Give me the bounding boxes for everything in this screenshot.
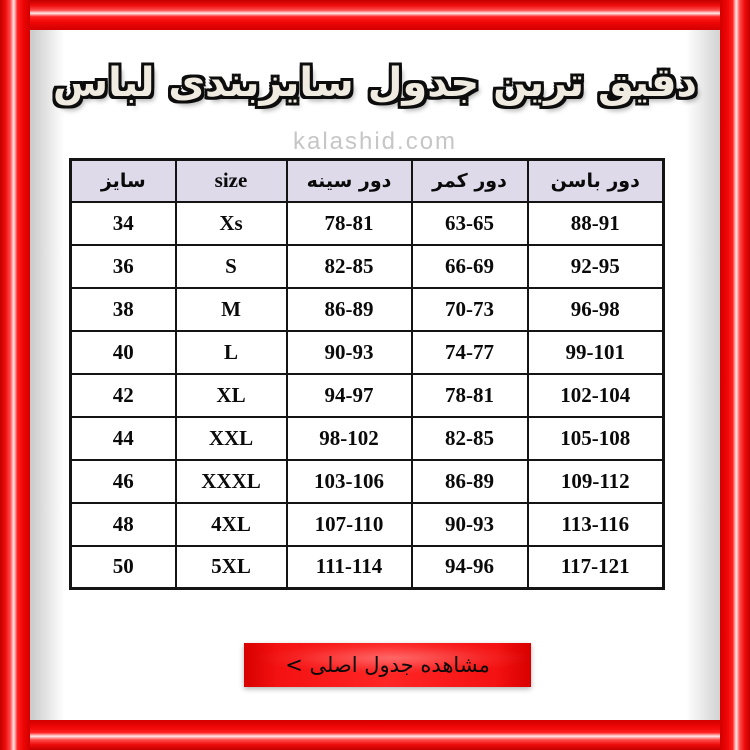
frame-border-left [0, 0, 30, 750]
cell-hip: 88-91 [526, 200, 665, 246]
cell-waist: 90-93 [410, 501, 529, 547]
cell-waist: 63-65 [410, 200, 529, 246]
table-header-row: دور باسن دور کمر دور سینه size سایز [69, 158, 665, 203]
table-row: 92-95 66-69 82-85 S 36 [69, 243, 665, 289]
cell-hip: 109-112 [526, 458, 665, 504]
cell-size-number: 42 [69, 372, 177, 418]
column-header-size-latin: size [174, 158, 288, 203]
cell-size: 5XL [174, 544, 288, 590]
table-header: دور باسن دور کمر دور سینه size سایز [69, 158, 665, 203]
cell-size-number: 46 [69, 458, 177, 504]
column-header-bust: دور سینه [285, 158, 413, 203]
cell-size: XL [174, 372, 288, 418]
cell-hip: 99-101 [526, 329, 665, 375]
column-header-size-num: سایز [69, 158, 177, 203]
cell-waist: 78-81 [410, 372, 529, 418]
cell-bust: 78-81 [285, 200, 413, 246]
cell-bust: 86-89 [285, 286, 413, 332]
cell-size-number: 50 [69, 544, 177, 590]
cell-waist: 70-73 [410, 286, 529, 332]
column-header-hip: دور باسن [526, 158, 665, 203]
column-header-waist: دور کمر [410, 158, 529, 203]
table-row: 117-121 94-96 111-114 5XL 50 [69, 544, 665, 590]
cell-bust: 98-102 [285, 415, 413, 461]
cell-size: M [174, 286, 288, 332]
cell-size: XXXL [174, 458, 288, 504]
cell-bust: 82-85 [285, 243, 413, 289]
page-title: دقیق ترین جدول سایزبندی لباس [52, 60, 698, 106]
cell-hip: 102-104 [526, 372, 665, 418]
poster-canvas: دقیق ترین جدول سایزبندی لباس kalashid.co… [30, 30, 720, 720]
table-row: 113-116 90-93 107-110 4XL 48 [69, 501, 665, 547]
cell-size: S [174, 243, 288, 289]
site-watermark: kalashid.com [292, 128, 458, 155]
table-row: 105-108 82-85 98-102 XXL 44 [69, 415, 665, 461]
cell-hip: 96-98 [526, 286, 665, 332]
cell-hip: 113-116 [526, 501, 665, 547]
size-table-container: دور باسن دور کمر دور سینه size سایز 88-9… [69, 158, 665, 590]
cell-hip: 117-121 [526, 544, 665, 590]
frame-border-right [720, 0, 750, 750]
cell-size: XXL [174, 415, 288, 461]
cell-bust: 107-110 [285, 501, 413, 547]
cell-size: Xs [174, 200, 288, 246]
table-body: 88-91 63-65 78-81 Xs 34 92-95 66-69 82-85 S 36 96-… [69, 200, 665, 590]
cell-waist: 74-77 [410, 329, 529, 375]
cell-size-number: 44 [69, 415, 177, 461]
table-row: 99-101 74-77 90-93 L 40 [69, 329, 665, 375]
cell-size: 4XL [174, 501, 288, 547]
cell-waist: 94-96 [410, 544, 529, 590]
cell-size-number: 48 [69, 501, 177, 547]
view-original-table-label: مشاهده جدول اصلی > [285, 653, 490, 677]
table-row: 109-112 86-89 103-106 XXXL 46 [69, 458, 665, 504]
cell-size-number: 38 [69, 286, 177, 332]
cell-bust: 90-93 [285, 329, 413, 375]
cell-bust: 103-106 [285, 458, 413, 504]
table-row: 102-104 78-81 94-97 XL 42 [69, 372, 665, 418]
cell-waist: 86-89 [410, 458, 529, 504]
cell-waist: 82-85 [410, 415, 529, 461]
cell-hip: 92-95 [526, 243, 665, 289]
cell-waist: 66-69 [410, 243, 529, 289]
table-row: 88-91 63-65 78-81 Xs 34 [69, 200, 665, 246]
cell-size: L [174, 329, 288, 375]
cell-bust: 111-114 [285, 544, 413, 590]
cell-size-number: 34 [69, 200, 177, 246]
frame-border-top [0, 0, 750, 30]
cell-bust: 94-97 [285, 372, 413, 418]
size-chart-table: دور باسن دور کمر دور سینه size سایز 88-9… [69, 158, 665, 590]
view-original-table-button[interactable]: مشاهده جدول اصلی > [244, 643, 531, 687]
cell-size-number: 40 [69, 329, 177, 375]
cell-hip: 105-108 [526, 415, 665, 461]
cell-size-number: 36 [69, 243, 177, 289]
table-row: 96-98 70-73 86-89 M 38 [69, 286, 665, 332]
frame-border-bottom [0, 720, 750, 750]
